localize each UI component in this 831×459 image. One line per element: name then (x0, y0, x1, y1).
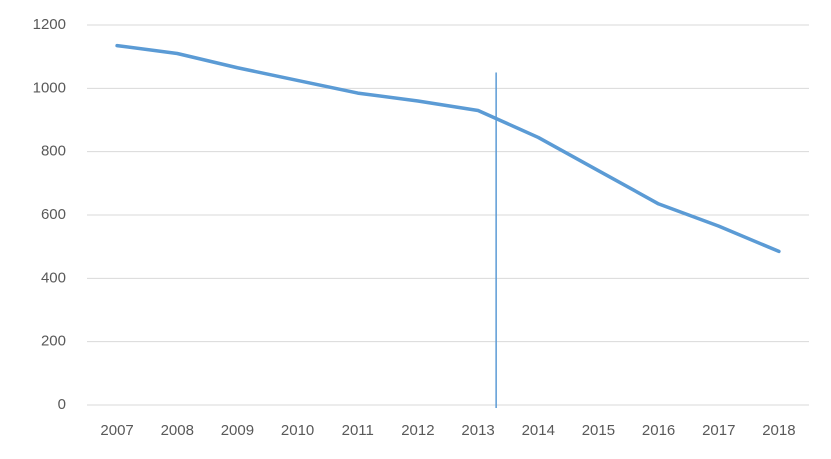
x-tick-label: 2007 (100, 422, 133, 439)
y-tick-label: 800 (41, 143, 66, 160)
x-tick-label: 2013 (461, 422, 494, 439)
line (115, 43, 781, 254)
y-tick-label: 1000 (33, 79, 66, 96)
x-tick-label: 2008 (161, 422, 194, 439)
x-tick-label: 2011 (342, 422, 374, 439)
x-tick-label: 2009 (221, 422, 254, 439)
y-tick-label: 0 (58, 396, 66, 413)
x-tick-label: 2018 (762, 422, 795, 439)
x-tick-label: 2014 (522, 422, 555, 439)
x-tick-label: 2015 (582, 422, 615, 439)
x-tick-label: 2016 (642, 422, 675, 439)
y-tick-label: 600 (41, 206, 66, 223)
x-tick-label: 2017 (702, 422, 735, 439)
x-tick-label: 2012 (401, 422, 434, 439)
y-tick-label: 1200 (33, 16, 66, 33)
y-tick-label: 200 (41, 333, 66, 350)
y-tick-label: 400 (41, 269, 66, 286)
x-tick-label: 2010 (281, 422, 314, 439)
